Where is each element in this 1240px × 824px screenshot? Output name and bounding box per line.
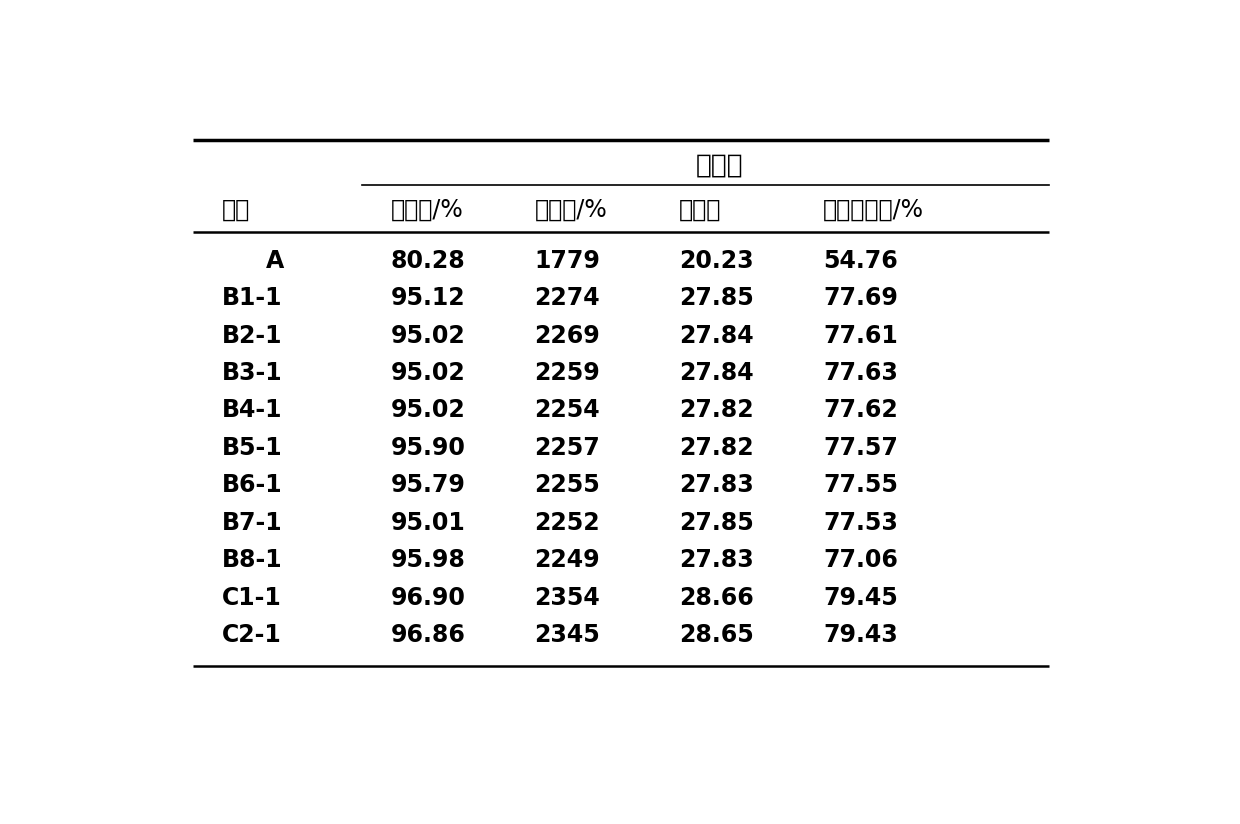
Text: 77.62: 77.62 — [823, 399, 898, 423]
Text: 27.83: 27.83 — [678, 473, 754, 497]
Text: 27.85: 27.85 — [678, 511, 754, 535]
Text: 27.84: 27.84 — [678, 361, 754, 385]
Text: B1-1: B1-1 — [222, 286, 283, 310]
Text: 27.84: 27.84 — [678, 324, 754, 348]
Text: 2274: 2274 — [534, 286, 600, 310]
Text: 1779: 1779 — [534, 249, 600, 273]
Text: 27.82: 27.82 — [678, 436, 754, 460]
Text: 2345: 2345 — [534, 623, 600, 647]
Text: 95.12: 95.12 — [391, 286, 465, 310]
Text: 95.79: 95.79 — [391, 473, 465, 497]
Text: 体长增长率/%: 体长增长率/% — [823, 198, 924, 222]
Text: 77.63: 77.63 — [823, 361, 898, 385]
Text: 79.45: 79.45 — [823, 586, 898, 610]
Text: C1-1: C1-1 — [222, 586, 281, 610]
Text: 96.90: 96.90 — [391, 586, 465, 610]
Text: B2-1: B2-1 — [222, 324, 283, 348]
Text: B6-1: B6-1 — [222, 473, 283, 497]
Text: 2249: 2249 — [534, 548, 600, 572]
Text: 2259: 2259 — [534, 361, 600, 385]
Text: 肘满度: 肘满度 — [678, 198, 722, 222]
Text: 2269: 2269 — [534, 324, 600, 348]
Text: 77.61: 77.61 — [823, 324, 898, 348]
Text: B5-1: B5-1 — [222, 436, 283, 460]
Text: 95.02: 95.02 — [391, 361, 465, 385]
Text: A: A — [267, 249, 284, 273]
Text: 77.06: 77.06 — [823, 548, 898, 572]
Text: 28.66: 28.66 — [678, 586, 754, 610]
Text: B7-1: B7-1 — [222, 511, 283, 535]
Text: 27.85: 27.85 — [678, 286, 754, 310]
Text: 77.69: 77.69 — [823, 286, 898, 310]
Text: C2-1: C2-1 — [222, 623, 281, 647]
Text: 检测项: 检测项 — [696, 152, 744, 179]
Text: 95.01: 95.01 — [391, 511, 465, 535]
Text: B8-1: B8-1 — [222, 548, 283, 572]
Text: 54.76: 54.76 — [823, 249, 898, 273]
Text: 20.23: 20.23 — [678, 249, 754, 273]
Text: 组别: 组别 — [222, 198, 250, 222]
Text: 95.98: 95.98 — [391, 548, 465, 572]
Text: 95.02: 95.02 — [391, 324, 465, 348]
Text: B4-1: B4-1 — [222, 399, 283, 423]
Text: 2252: 2252 — [534, 511, 600, 535]
Text: 2255: 2255 — [534, 473, 600, 497]
Text: 2257: 2257 — [534, 436, 600, 460]
Text: 2354: 2354 — [534, 586, 600, 610]
Text: 27.82: 27.82 — [678, 399, 754, 423]
Text: 27.83: 27.83 — [678, 548, 754, 572]
Text: 96.86: 96.86 — [391, 623, 465, 647]
Text: 95.90: 95.90 — [391, 436, 465, 460]
Text: 28.65: 28.65 — [678, 623, 754, 647]
Text: 增重率/%: 增重率/% — [534, 198, 608, 222]
Text: B3-1: B3-1 — [222, 361, 283, 385]
Text: 成活率/%: 成活率/% — [391, 198, 464, 222]
Text: 79.43: 79.43 — [823, 623, 898, 647]
Text: 77.53: 77.53 — [823, 511, 898, 535]
Text: 2254: 2254 — [534, 399, 600, 423]
Text: 77.57: 77.57 — [823, 436, 898, 460]
Text: 95.02: 95.02 — [391, 399, 465, 423]
Text: 77.55: 77.55 — [823, 473, 898, 497]
Text: 80.28: 80.28 — [391, 249, 465, 273]
